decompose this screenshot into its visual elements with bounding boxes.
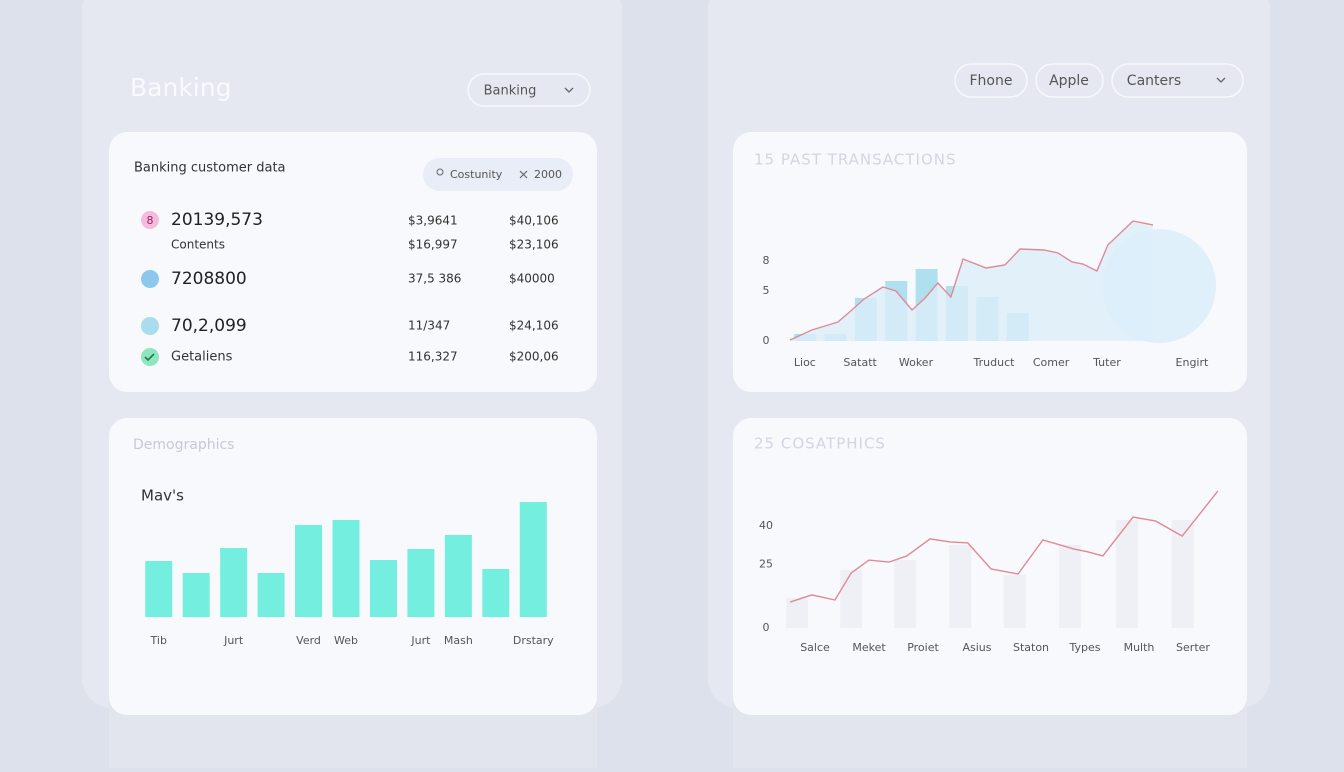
line [789, 220, 1154, 341]
row-amount: $3,9641 [408, 214, 458, 228]
row-amount: $24,106 [509, 319, 559, 333]
chip[interactable] [423, 158, 573, 191]
row-amount: $23,106 [509, 238, 559, 252]
chart: 0 25 40 Salce Meket Proiet Asius Staton Types Mul… [759, 490, 1219, 654]
row-amount: $40,106 [509, 214, 559, 228]
bar [444, 535, 472, 617]
bar [332, 520, 360, 617]
x-tick-label: Proiet [907, 641, 939, 654]
chevron [1216, 77, 1226, 83]
bar [1058, 545, 1081, 628]
x-tick-label: Tib [150, 634, 167, 647]
row-primary: 70,2,099 [171, 316, 247, 336]
x-tick-label: Salce [800, 641, 830, 654]
filter-button[interactable] [954, 63, 1028, 98]
y-tick-label: 5 [763, 284, 770, 297]
y-tick-label: 0 [763, 621, 770, 634]
x-tick-label: Engirt [1176, 356, 1209, 369]
x-tick-label: Multh [1124, 641, 1155, 654]
bar [1003, 575, 1026, 628]
x-tick-label: Meket [852, 641, 886, 654]
page-title: Banking [130, 73, 231, 102]
filter-dropdown[interactable] [1111, 63, 1244, 98]
chart: 0 5 8 Lioc Satatt Woker Truduct Comer Tuter Engir… [763, 220, 1209, 369]
card-title: Banking customer data [134, 161, 286, 176]
x-tick-label: Mash [444, 634, 473, 647]
bar [257, 573, 285, 617]
y-tick-label: 0 [763, 334, 770, 347]
line [789, 490, 1219, 603]
chart-title: 15 PAST TRANSACTIONS [754, 151, 957, 169]
x-tick-label: Staton [1013, 641, 1049, 654]
chart: Tib Jurt Verd Web Jurt Mash Drstary [145, 502, 554, 647]
x-tick-label: Tuter [1092, 356, 1121, 369]
chip-label: Costunity [450, 168, 503, 181]
bar [182, 573, 210, 617]
x-tick-label: Comer [1033, 356, 1070, 369]
dropdown-label: Banking [484, 84, 537, 99]
row-icon [141, 317, 159, 335]
bar [1116, 520, 1139, 628]
card [733, 418, 1247, 715]
line-area [790, 221, 1154, 341]
x-tick-label: Drstary [513, 634, 554, 647]
bar [407, 549, 435, 617]
y-tick-label: 25 [759, 557, 773, 570]
row-icon [141, 211, 159, 229]
decor-circle [1102, 229, 1216, 343]
x-tick-label: Satatt [843, 356, 877, 369]
x-tick-label: Jurt [223, 634, 244, 647]
row-amount: 37,5 386 [408, 272, 461, 286]
bar [519, 502, 547, 617]
x-tick-label: Web [334, 634, 358, 647]
row-amount: $40000 [509, 272, 555, 286]
bar [369, 560, 397, 617]
bar [482, 569, 510, 617]
person-icon [436, 168, 444, 176]
x-tick-label: Serter [1176, 641, 1210, 654]
x-tick-label: Woker [899, 356, 934, 369]
x-tick-label: Jurt [410, 634, 431, 647]
y-tick-label: 8 [763, 254, 770, 267]
filter-label: Canters [1127, 73, 1181, 89]
bar [145, 561, 173, 617]
row-amount: 11/347 [408, 319, 450, 333]
row-primary: 20139,573 [171, 210, 263, 230]
y-tick-label: 40 [759, 519, 773, 532]
chip-value: 2000 [534, 168, 562, 181]
bar [949, 545, 972, 628]
filter-label: Apple [1049, 73, 1089, 89]
chart-title: 25 COSATPHICS [754, 435, 886, 453]
check-icon [144, 353, 155, 362]
row-primary: 7208800 [171, 269, 247, 289]
row-primary: Getaliens [171, 350, 233, 365]
filter-button[interactable] [1035, 63, 1104, 98]
chart-subtitle: Mav's [141, 487, 184, 505]
card [109, 132, 597, 392]
row-amount: $16,997 [408, 238, 458, 252]
close-icon [519, 170, 528, 179]
bar [840, 569, 863, 628]
dropdown[interactable] [467, 73, 591, 107]
bar [786, 597, 809, 628]
bar [1171, 520, 1194, 628]
row-primary: Contents [171, 238, 225, 252]
x-tick-label: Types [1069, 641, 1101, 654]
x-tick-label: Asius [962, 641, 991, 654]
bar [894, 560, 917, 628]
x-tick-label: Truduct [973, 356, 1016, 369]
chevron [564, 87, 574, 93]
bar [220, 548, 248, 617]
row-amount: $200,06 [509, 350, 559, 364]
chart-title: Demographics [133, 437, 234, 453]
bar [295, 525, 323, 617]
row-amount: 116,327 [408, 350, 458, 364]
row-icon [141, 270, 159, 288]
row-badge: 8 [147, 214, 154, 227]
filter-label: Fhone [970, 73, 1013, 89]
x-tick-label: Verd [296, 634, 321, 647]
x-tick-label: Lioc [794, 356, 816, 369]
